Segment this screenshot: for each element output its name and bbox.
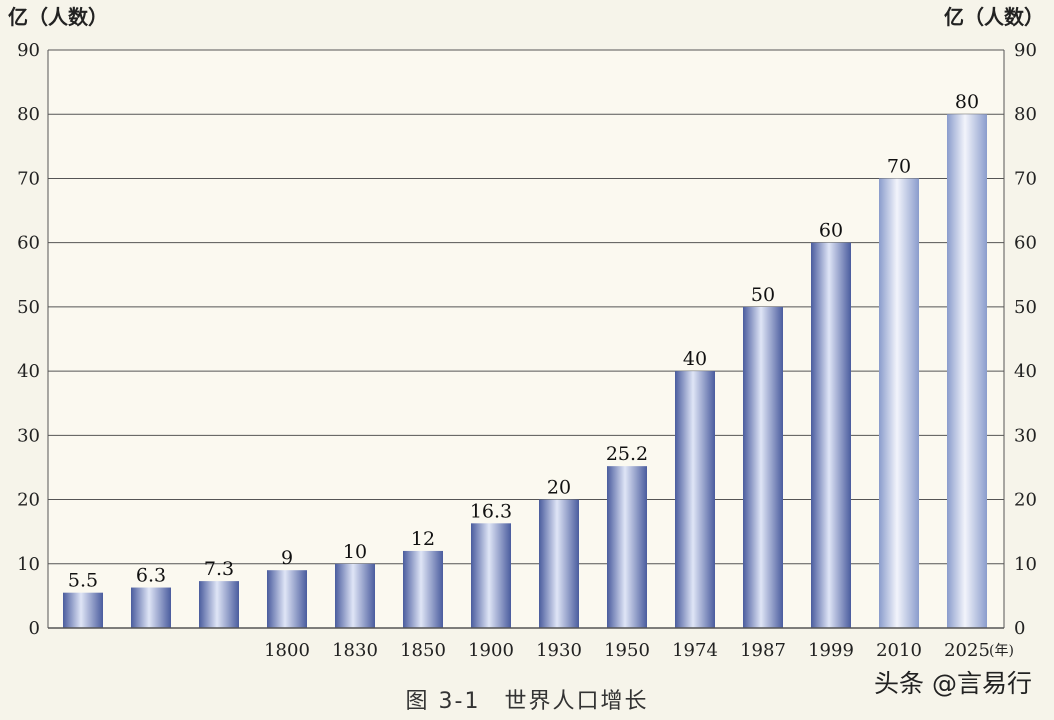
y-tick-label-right: 20 <box>1014 490 1037 511</box>
x-tick-label: 1987 <box>740 640 786 661</box>
bar-value-label: 10 <box>343 541 367 563</box>
plot-background <box>48 50 1004 628</box>
x-tick-label: 2010 <box>876 640 922 661</box>
bar-value-label: 70 <box>887 155 911 177</box>
y-tick-label-left: 10 <box>17 554 40 575</box>
x-tick-label: 1900 <box>468 640 514 661</box>
bar-value-label: 20 <box>547 477 571 499</box>
bar <box>811 242 851 628</box>
x-tick-label: 1974 <box>672 640 718 661</box>
watermark: 头条 @言易行 <box>874 669 1032 698</box>
x-tick-label: 1830 <box>332 640 378 661</box>
bar-value-label: 25.2 <box>606 443 648 465</box>
y-tick-label-right: 50 <box>1014 297 1037 318</box>
figure-caption: 图 3-1 世界人口增长 <box>405 689 649 714</box>
bar <box>131 587 171 628</box>
y-axis-title-right: 亿（人数） <box>944 5 1044 29</box>
y-tick-label-left: 30 <box>17 425 40 446</box>
bar-value-label: 16.3 <box>470 500 512 522</box>
bar <box>63 592 103 628</box>
y-axis-title-left: 亿（人数） <box>8 5 108 29</box>
bar <box>403 550 443 628</box>
y-tick-label-left: 90 <box>17 40 40 61</box>
bar <box>743 306 783 628</box>
bar-value-label: 9 <box>281 547 293 569</box>
bar <box>471 523 511 628</box>
bar-value-label: 5.5 <box>68 570 98 592</box>
bar <box>947 114 987 628</box>
x-tick-label: 1999 <box>808 640 854 661</box>
bar <box>335 563 375 628</box>
x-tick-label: 1800 <box>264 640 310 661</box>
y-tick-label-right: 90 <box>1014 40 1037 61</box>
y-tick-label-right: 80 <box>1014 104 1037 125</box>
y-tick-label-right: 0 <box>1014 618 1025 639</box>
y-tick-label-left: 40 <box>17 361 40 382</box>
y-tick-label-right: 40 <box>1014 361 1037 382</box>
bar <box>879 178 919 628</box>
bar-value-label: 80 <box>955 91 979 113</box>
bar <box>267 570 307 628</box>
bar <box>675 371 715 628</box>
bar-value-label: 60 <box>819 220 843 242</box>
x-tick-label: 2025 <box>944 640 990 661</box>
x-tick-label: 1930 <box>536 640 582 661</box>
y-tick-label-right: 30 <box>1014 425 1037 446</box>
y-tick-label-right: 70 <box>1014 168 1037 189</box>
y-tick-label-left: 80 <box>17 104 40 125</box>
bar-value-label: 12 <box>411 528 435 550</box>
y-tick-label-right: 60 <box>1014 233 1037 254</box>
bar-value-label: 50 <box>751 284 775 306</box>
bar-value-label: 7.3 <box>204 558 234 580</box>
x-tick-label: 1850 <box>400 640 446 661</box>
bar <box>199 581 239 628</box>
bar-value-label: 6.3 <box>136 565 166 587</box>
y-tick-label-left: 0 <box>29 618 40 639</box>
bar <box>607 466 647 628</box>
y-tick-label-right: 10 <box>1014 554 1037 575</box>
x-axis-unit-label: (年) <box>989 643 1014 659</box>
bar <box>539 499 579 628</box>
y-tick-label-left: 70 <box>17 168 40 189</box>
y-tick-label-left: 20 <box>17 490 40 511</box>
y-tick-label-left: 60 <box>17 233 40 254</box>
bar-value-label: 40 <box>683 348 707 370</box>
x-tick-label: 1950 <box>604 640 650 661</box>
y-tick-label-left: 50 <box>17 297 40 318</box>
